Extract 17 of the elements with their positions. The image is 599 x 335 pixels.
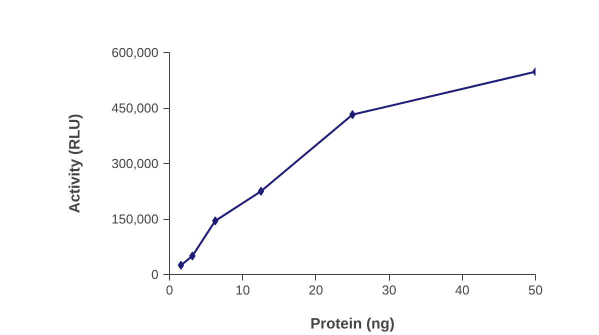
x-tick-label: 40	[455, 282, 470, 298]
point	[349, 110, 356, 120]
y-tick-label: 150,000	[112, 212, 159, 226]
x-tick-label: 10	[235, 282, 250, 298]
y-tick-label: 450,000	[112, 100, 159, 116]
point	[189, 252, 196, 260]
y-tick-label: 0	[151, 267, 159, 282]
x-tick-label: 50	[528, 282, 543, 298]
y-tick-label: 300,000	[112, 156, 159, 171]
point	[178, 260, 184, 270]
y-axis-title: Activity (RLU)	[66, 114, 84, 214]
point	[258, 186, 264, 196]
x-tick-label: 0	[166, 282, 174, 298]
x-tick-label: 30	[382, 282, 396, 298]
x-axis-title: Protein (ng)	[310, 316, 395, 332]
x-tick-label: 20	[308, 282, 324, 298]
y-tick-label: 600,000	[112, 45, 159, 60]
